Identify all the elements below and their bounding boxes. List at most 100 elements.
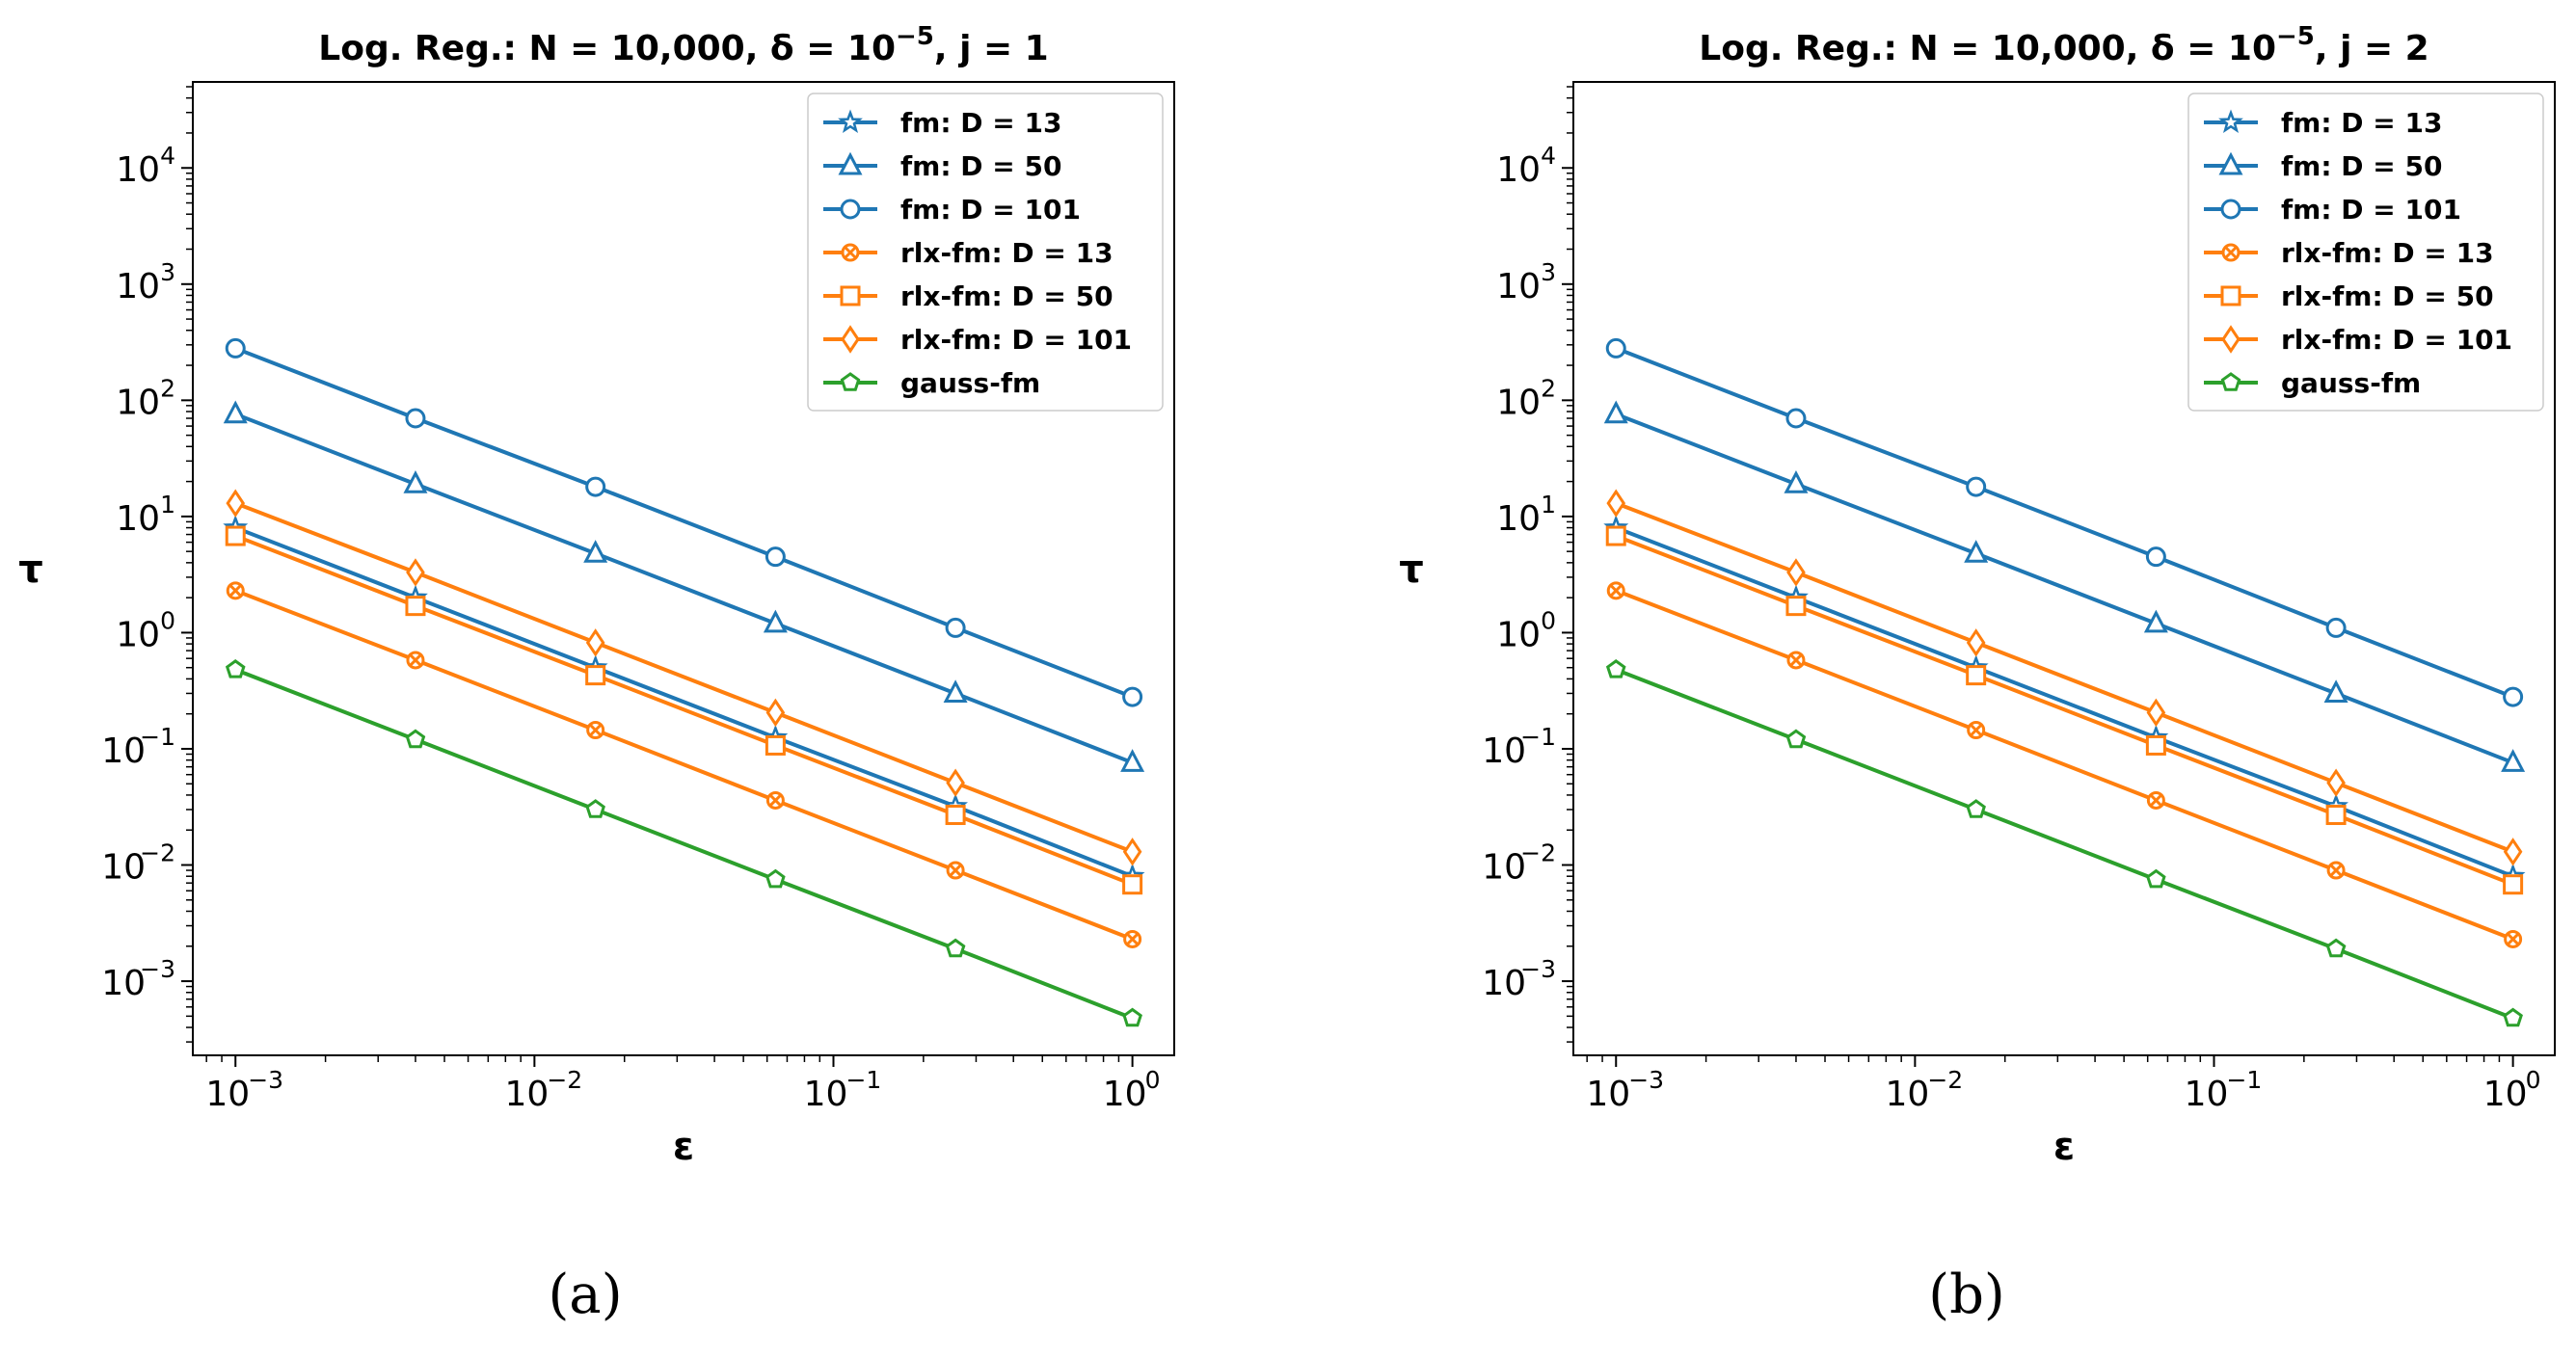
data-point — [1122, 686, 1143, 707]
data-point — [2501, 749, 2526, 772]
data-point — [2145, 546, 2166, 568]
y-tick-exponent: −1 — [1520, 723, 1556, 751]
x-tick-exponent: −3 — [1628, 1066, 1664, 1094]
data-point — [1120, 749, 1145, 772]
data-point — [1603, 400, 1628, 424]
legend-label: fm: D = 13 — [900, 107, 1061, 139]
y-tick-exponent: 2 — [1541, 374, 1556, 402]
series-fm-d-101 — [1605, 337, 2524, 707]
minor-ticks — [186, 86, 1120, 1062]
x-tick-exponent: −1 — [2226, 1066, 2262, 1094]
y-tick-exponent: 3 — [160, 258, 175, 286]
data-point — [1966, 628, 1986, 657]
data-point — [2325, 617, 2347, 638]
legend-label: rlx-fm: D = 101 — [2281, 324, 2512, 356]
x-tick-label: 10 — [1586, 1075, 1630, 1114]
series-fm-d-101 — [225, 337, 1143, 707]
series-rlx-fm-d-101 — [1606, 489, 2523, 866]
data-point — [226, 581, 245, 600]
y-tick-label: 10 — [1496, 615, 1541, 654]
series-line — [234, 534, 1134, 887]
data-point — [2146, 868, 2166, 889]
panel-caption: (a) — [548, 1264, 622, 1326]
series-line — [1615, 412, 2514, 765]
data-point — [2325, 938, 2347, 958]
minor-ticks — [1567, 86, 2501, 1062]
data-point — [765, 790, 785, 810]
y-tick-exponent: 1 — [1541, 491, 1556, 519]
y-tick-exponent: −2 — [140, 839, 175, 867]
data-point — [1786, 651, 1806, 670]
data-point — [2326, 768, 2346, 797]
data-point — [406, 558, 425, 587]
data-point — [1786, 558, 1806, 587]
data-point — [405, 408, 426, 429]
y-tick-exponent: −1 — [140, 723, 175, 751]
data-point — [585, 476, 606, 497]
data-point — [223, 400, 248, 424]
series-line — [1615, 525, 2514, 879]
data-point — [2145, 734, 2166, 756]
y-tick-exponent: 0 — [160, 606, 175, 634]
y-tick-label: 10 — [101, 732, 146, 771]
legend-label: fm: D = 50 — [900, 150, 1061, 182]
legend-label: rlx-fm: D = 50 — [900, 280, 1114, 312]
legend-entry: fm: D = 101 — [823, 194, 1081, 226]
data-point — [585, 665, 606, 686]
series-rlx-fm-d-50 — [1605, 525, 2524, 895]
y-tick-label: 10 — [1496, 267, 1541, 306]
data-point — [585, 799, 605, 818]
x-tick-exponent: −1 — [845, 1066, 881, 1094]
data-point — [765, 734, 786, 756]
y-tick-label: 10 — [116, 615, 160, 654]
y-tick-label: 10 — [116, 150, 160, 190]
y-tick-exponent: 0 — [1541, 606, 1556, 634]
legend-box — [2187, 93, 2544, 412]
data-point — [2503, 686, 2524, 707]
panel-caption: (b) — [1928, 1264, 2005, 1326]
data-point — [1605, 337, 1626, 359]
data-point — [1785, 408, 1807, 429]
x-axis-label: ε — [2053, 1125, 2075, 1169]
data-point — [1123, 929, 1142, 948]
x-tick-label: 10 — [804, 1075, 848, 1114]
x-tick-label: 10 — [504, 1075, 549, 1114]
legend-entry: fm: D = 50 — [823, 150, 1061, 182]
x-tick-label: 10 — [1885, 1075, 1929, 1114]
data-point — [1606, 581, 1625, 600]
x-tick-exponent: −3 — [248, 1066, 283, 1094]
legend-entry: rlx-fm: D = 101 — [823, 324, 1132, 356]
y-tick-exponent: 4 — [1541, 142, 1556, 170]
series-line — [234, 412, 1134, 765]
data-point — [1966, 799, 1986, 818]
x-tick-exponent: 0 — [2526, 1066, 2541, 1094]
y-tick-exponent: −3 — [140, 955, 175, 983]
data-point — [406, 651, 425, 670]
data-point — [2143, 609, 2168, 633]
legend-label: fm: D = 101 — [900, 194, 1081, 226]
legend-box — [807, 93, 1164, 412]
plot-frame — [192, 81, 1175, 1056]
chart-title: Log. Reg.: N = 10,000, δ = 10−5, j = 2 — [1699, 22, 2428, 68]
data-point — [1784, 470, 1809, 493]
legend-entry: gauss-fm — [823, 367, 1040, 399]
data-point — [765, 698, 786, 728]
data-point — [1605, 659, 1626, 678]
legend-label: fm: D = 50 — [2281, 150, 2442, 182]
x-tick-exponent: −2 — [547, 1066, 582, 1094]
legend-entry: rlx-fm: D = 13 — [823, 237, 1114, 269]
chart-panel-1: Log. Reg.: N = 10,000, δ = 10−5, j = 110… — [18, 22, 1175, 1326]
series-line — [1615, 346, 2514, 699]
legend-label: rlx-fm: D = 101 — [900, 324, 1132, 356]
y-tick-exponent: 3 — [1541, 258, 1556, 286]
series-line — [1615, 501, 2514, 854]
y-axis-label: τ — [1399, 547, 1424, 592]
y-axis-label: τ — [18, 547, 43, 592]
legend-label: fm: D = 101 — [2281, 194, 2461, 226]
x-tick-exponent: −2 — [1927, 1066, 1963, 1094]
series-gauss-fm — [225, 659, 1142, 1027]
legend-label: gauss-fm — [2281, 367, 2421, 399]
y-tick-exponent: 1 — [160, 491, 175, 519]
legend-entry: gauss-fm — [2204, 367, 2421, 399]
series-line — [234, 525, 1134, 879]
